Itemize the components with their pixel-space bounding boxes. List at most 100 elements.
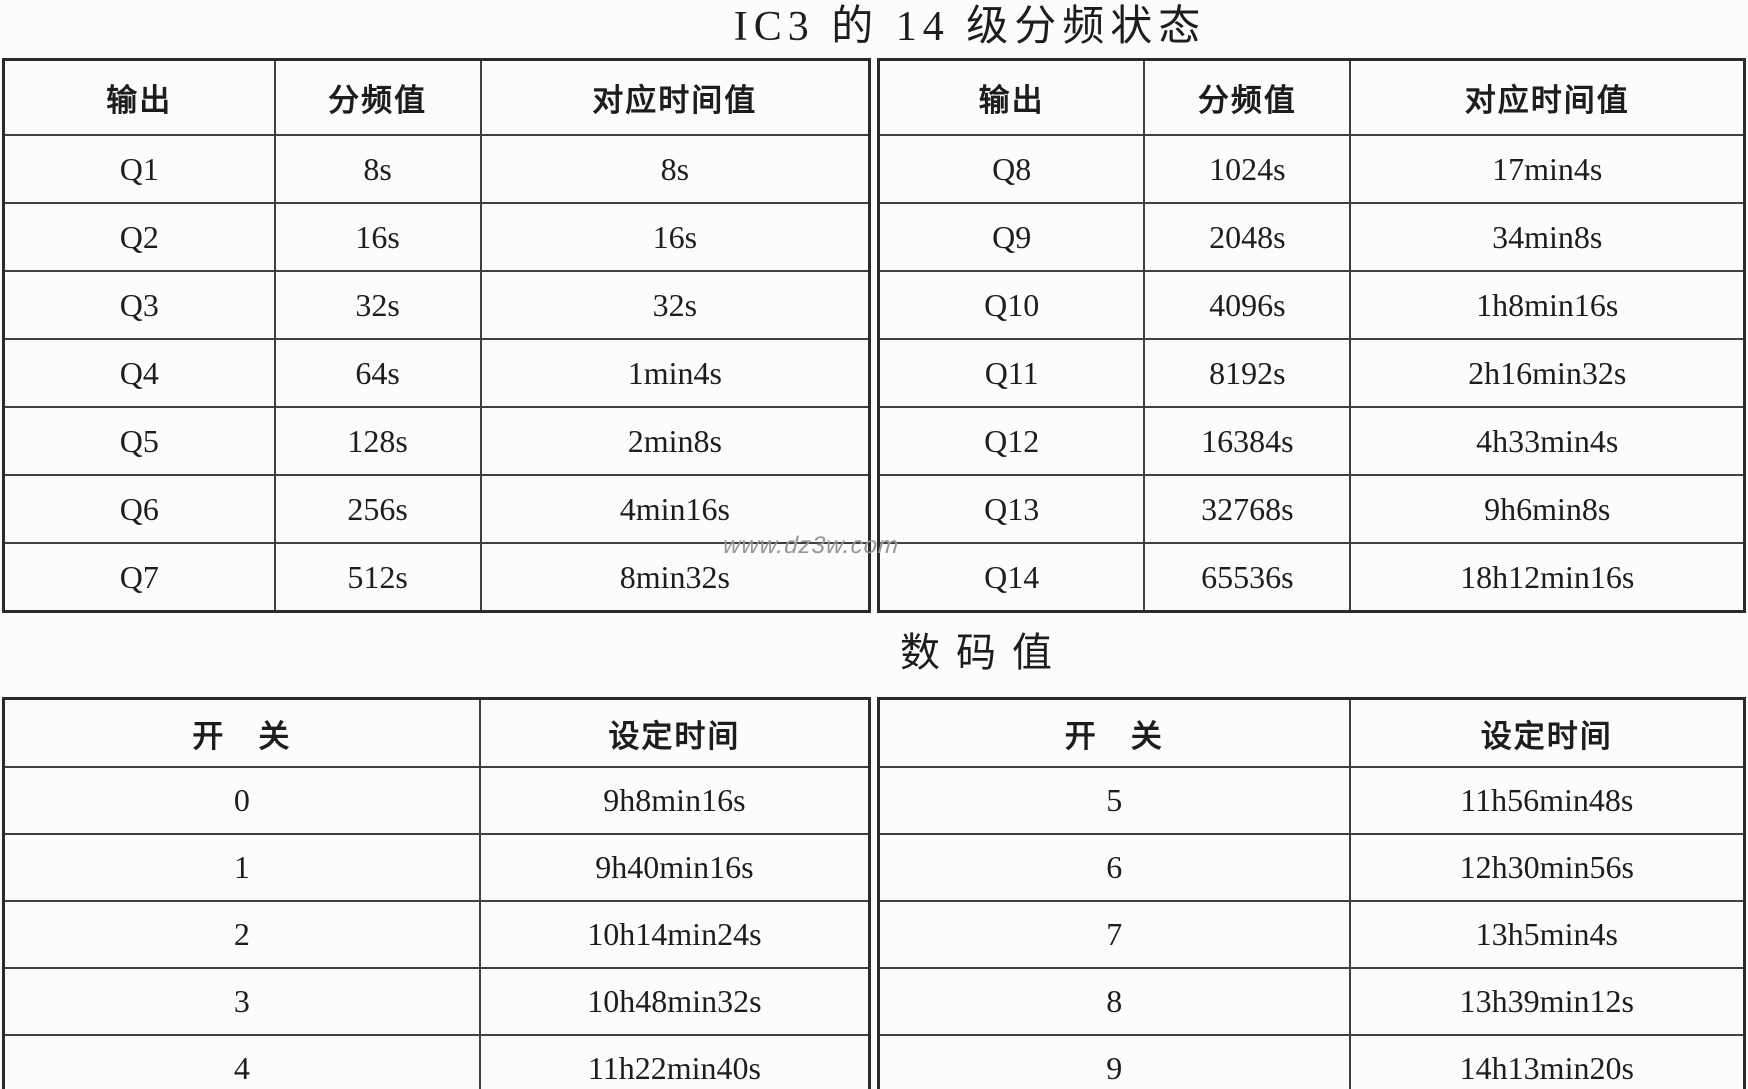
table-cell: 11h22min40s [478, 1034, 871, 1089]
switch-time-table-left: 开 关 设定时间 0 9h8min16s 1 9h40min16s 2 10h14min2… [2, 697, 871, 1089]
table-cell: 256s [273, 474, 482, 544]
column-header-switch: 开 关 [877, 697, 1351, 768]
column-header-output: 输出 [2, 58, 276, 136]
frequency-division-tables: 输出 分频值 对应时间值 Q1 8s 8s Q2 16s 16s Q3 32s 32s Q4 64s… [2, 58, 1746, 613]
table-cell: 18h12min16s [1349, 542, 1746, 613]
table-cell: 2h16min32s [1349, 338, 1746, 408]
table-cell: 4 [2, 1034, 481, 1089]
table-cell: 1024s [1143, 134, 1352, 204]
table-cell: 2min8s [479, 406, 871, 476]
table-cell: 1 [2, 833, 481, 902]
table-row: 5 11h56min48s [877, 766, 1746, 835]
table-cell: 16384s [1143, 406, 1352, 476]
table-cell: 10h14min24s [478, 900, 871, 969]
table-cell: 32s [273, 270, 482, 340]
table-cell: 8s [479, 134, 871, 204]
table-row: Q11 8192s 2h16min32s [877, 338, 1746, 408]
column-header-switch: 开 关 [2, 697, 481, 768]
section-title-digital-value: 数码值 [900, 630, 1068, 675]
table-cell: Q9 [877, 202, 1146, 272]
table-cell: 1min4s [479, 338, 871, 408]
table-row: Q14 65536s 18h12min16s [877, 542, 1746, 613]
table-cell: 12h30min56s [1348, 833, 1746, 902]
table-cell: 64s [273, 338, 482, 408]
table-cell: 8192s [1143, 338, 1352, 408]
table-row: 3 10h48min32s [2, 967, 871, 1036]
table-row: Q7 512s 8min32s [2, 542, 871, 613]
table-row: 7 13h5min4s [877, 900, 1746, 969]
table-cell: Q13 [877, 474, 1146, 544]
table-cell: 1h8min16s [1349, 270, 1746, 340]
table-cell: 17min4s [1349, 134, 1746, 204]
header-row: 开 关 设定时间 [877, 697, 1746, 768]
switch-time-table-right: 开 关 设定时间 5 11h56min48s 6 12h30min56s 7 13h5mi… [877, 697, 1746, 1089]
table-cell: 4min16s [479, 474, 871, 544]
column-header-time-value: 对应时间值 [479, 58, 871, 136]
table-body: 0 9h8min16s 1 9h40min16s 2 10h14min24s 3 10h48m… [2, 766, 871, 1089]
frequency-table-left: 输出 分频值 对应时间值 Q1 8s 8s Q2 16s 16s Q3 32s 32s Q4 64s… [2, 58, 871, 613]
table-cell: 6 [877, 833, 1351, 902]
table-cell: 4h33min4s [1349, 406, 1746, 476]
table-row: 8 13h39min12s [877, 967, 1746, 1036]
table-row: Q10 4096s 1h8min16s [877, 270, 1746, 340]
table-row: Q5 128s 2min8s [2, 406, 871, 476]
table-row: 6 12h30min56s [877, 833, 1746, 902]
table-row: Q13 32768s 9h6min8s [877, 474, 1746, 544]
page-title: IC3 的 14 级分频状态 [733, 4, 1207, 50]
column-header-time-value: 对应时间值 [1349, 58, 1746, 136]
table-row: 1 9h40min16s [2, 833, 871, 902]
header-row: 输出 分频值 对应时间值 [877, 58, 1746, 136]
table-cell: 2 [2, 900, 481, 969]
column-header-set-time: 设定时间 [478, 697, 871, 768]
table-cell: 34min8s [1349, 202, 1746, 272]
table-cell: Q11 [877, 338, 1146, 408]
table-cell: 5 [877, 766, 1351, 835]
table-cell: 512s [273, 542, 482, 613]
table-cell: 32768s [1143, 474, 1352, 544]
table-row: 9 14h13min20s [877, 1034, 1746, 1089]
column-header-output: 输出 [877, 58, 1146, 136]
table-cell: Q14 [877, 542, 1146, 613]
table-cell: Q4 [2, 338, 276, 408]
table-cell: 16s [273, 202, 482, 272]
table-row: Q1 8s 8s [2, 134, 871, 204]
table-cell: Q7 [2, 542, 276, 613]
table-cell: 16s [479, 202, 871, 272]
table-cell: 9h6min8s [1349, 474, 1746, 544]
table-cell: 9h8min16s [478, 766, 871, 835]
table-cell: Q6 [2, 474, 276, 544]
header-row: 输出 分频值 对应时间值 [2, 58, 871, 136]
table-body: 5 11h56min48s 6 12h30min56s 7 13h5min4s 8 13h39… [877, 766, 1746, 1089]
table-cell: 11h56min48s [1348, 766, 1746, 835]
table-row: Q9 2048s 34min8s [877, 202, 1746, 272]
column-header-division-value: 分频值 [1143, 58, 1352, 136]
table-cell: 7 [877, 900, 1351, 969]
digital-value-tables: 开 关 设定时间 0 9h8min16s 1 9h40min16s 2 10h14min2… [2, 697, 1746, 1089]
table-row: Q4 64s 1min4s [2, 338, 871, 408]
frequency-table-right: 输出 分频值 对应时间值 Q8 1024s 17min4s Q9 2048s 34min8… [877, 58, 1746, 613]
table-cell: 8min32s [479, 542, 871, 613]
table-row: 0 9h8min16s [2, 766, 871, 835]
table-row: Q6 256s 4min16s [2, 474, 871, 544]
table-cell: Q12 [877, 406, 1146, 476]
table-cell: Q8 [877, 134, 1146, 204]
table-cell: 8s [273, 134, 482, 204]
column-header-division-value: 分频值 [273, 58, 482, 136]
table-cell: 2048s [1143, 202, 1352, 272]
table-cell: 10h48min32s [478, 967, 871, 1036]
table-row: Q8 1024s 17min4s [877, 134, 1746, 204]
table-row: Q2 16s 16s [2, 202, 871, 272]
table-row: Q12 16384s 4h33min4s [877, 406, 1746, 476]
header-row: 开 关 设定时间 [2, 697, 871, 768]
table-row: 4 11h22min40s [2, 1034, 871, 1089]
table-cell: 65536s [1143, 542, 1352, 613]
table-cell: 8 [877, 967, 1351, 1036]
table-body: Q8 1024s 17min4s Q9 2048s 34min8s Q10 4096s 1h8m… [877, 134, 1746, 613]
watermark-text: www.dz3w.com [722, 532, 901, 559]
table-cell: Q2 [2, 202, 276, 272]
table-cell: 4096s [1143, 270, 1352, 340]
table-cell: Q5 [2, 406, 276, 476]
table-cell: 3 [2, 967, 481, 1036]
table-row: 2 10h14min24s [2, 900, 871, 969]
